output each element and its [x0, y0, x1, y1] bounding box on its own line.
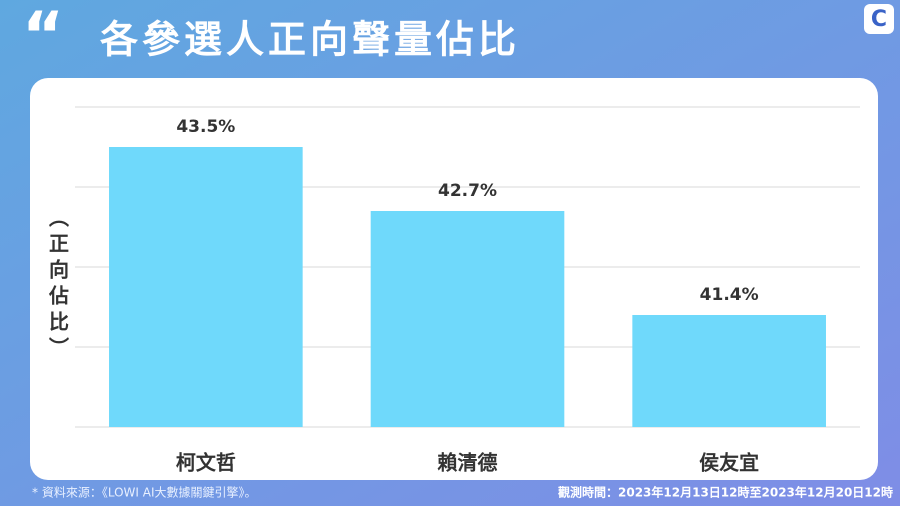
chart-title: 各參選人正向聲量佔比: [100, 18, 520, 62]
value-label: 43.5%: [176, 117, 235, 137]
bar: [370, 211, 565, 427]
x-tick-label: 柯文哲: [176, 451, 236, 475]
x-tick-label: 侯友宜: [699, 451, 759, 475]
period-note: 觀測時間：2023年12月13日12時至2023年12月20日12時: [558, 485, 893, 500]
logo: C: [864, 4, 894, 34]
bar: [109, 147, 303, 427]
bar: [632, 315, 826, 427]
x-tick-label: 賴清德: [438, 451, 498, 475]
quote-decoration: “: [22, 0, 64, 74]
source-note: * 資料來源：《LOWI AI大數據關鍵引擎》。: [32, 485, 257, 500]
value-label: 42.7%: [438, 181, 497, 201]
svg-text:C: C: [871, 7, 887, 32]
value-label: 41.4%: [700, 285, 759, 305]
y-axis-label: （正向佔比）: [46, 207, 70, 363]
